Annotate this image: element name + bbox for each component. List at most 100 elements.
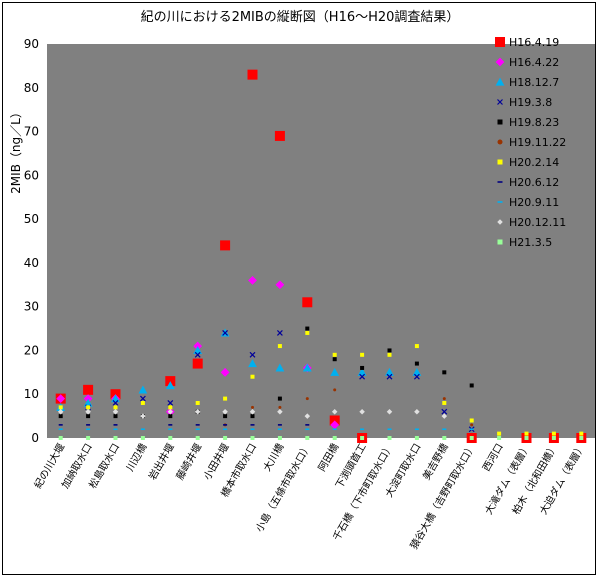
legend-label: H19.3.8: [509, 96, 552, 109]
data-point: [138, 385, 148, 394]
data-point: [195, 424, 200, 426]
data-point: [83, 384, 94, 395]
data-point: [58, 424, 63, 426]
series-10: [58, 436, 584, 440]
data-point: [386, 408, 393, 415]
data-point: [192, 358, 203, 369]
data-point: [387, 352, 392, 357]
data-point: [250, 424, 255, 426]
y-tick-label: 90: [24, 37, 39, 51]
data-point: [442, 397, 446, 401]
data-point: [332, 428, 337, 431]
data-point: [360, 352, 365, 357]
data-point: [359, 373, 366, 380]
data-point: [223, 424, 228, 426]
data-point: [524, 431, 529, 436]
data-point: [140, 428, 145, 431]
data-point: [275, 363, 285, 372]
chart-title: 紀の川における2MIBの縦断図（H16～H20調査結果）: [140, 10, 460, 25]
data-point: [305, 428, 310, 431]
legend-label: H16.4.22: [509, 56, 559, 69]
data-point: [113, 405, 118, 410]
data-point: [86, 414, 91, 419]
x-tick-label: 西河口: [480, 441, 505, 473]
legend-label: H19.8.23: [509, 116, 559, 129]
data-point: [330, 367, 340, 376]
data-point: [112, 408, 119, 415]
data-point: [168, 414, 173, 419]
data-point: [58, 414, 63, 419]
data-point: [86, 436, 91, 440]
data-point: [277, 424, 282, 426]
data-point: [442, 400, 447, 405]
data-marks: [55, 69, 587, 443]
legend-marker: [497, 219, 503, 225]
legend-label: H18.12.7: [509, 76, 559, 89]
data-point: [359, 408, 365, 415]
legend-marker: [497, 139, 503, 145]
data-point: [414, 408, 420, 415]
data-point: [360, 365, 365, 370]
legend-marker: [497, 159, 503, 165]
data-point: [168, 428, 173, 431]
y-tick-label: 20: [24, 343, 39, 357]
data-point: [57, 408, 64, 415]
data-point: [248, 276, 257, 285]
data-point: [113, 428, 118, 431]
data-point: [469, 436, 474, 440]
legend-label: H16.4.19: [509, 36, 559, 49]
x-tick-label: 美吉野橋: [420, 441, 451, 482]
data-point: [248, 359, 257, 368]
legend: H16.4.19 H16.4.22 H18.12.7 H19.3.8 H19.8.23 H…: [495, 36, 566, 249]
data-point: [223, 436, 228, 440]
data-point: [276, 330, 283, 336]
data-point: [220, 240, 231, 251]
legend-marker: [495, 37, 505, 47]
y-tick-label: 80: [24, 81, 39, 95]
y-tick-label: 30: [24, 300, 39, 314]
legend-label: H19.11.22: [509, 136, 566, 149]
data-point: [168, 405, 173, 410]
x-tick-label: 川辺橋: [123, 441, 149, 473]
data-point: [469, 418, 474, 423]
data-point: [223, 414, 228, 419]
data-point: [305, 424, 310, 426]
data-point: [139, 395, 146, 402]
data-point: [302, 363, 312, 372]
data-point: [140, 413, 146, 419]
y-tick-label: 70: [24, 125, 39, 139]
data-point: [360, 436, 365, 440]
legend-label: H20.6.12: [509, 176, 559, 189]
legend-marker: [497, 239, 503, 245]
data-point: [250, 414, 255, 419]
data-point: [497, 431, 502, 436]
data-point: [220, 367, 230, 377]
data-point: [277, 428, 282, 431]
data-point: [333, 388, 337, 392]
data-point: [277, 408, 283, 415]
data-point: [331, 408, 338, 415]
data-point: [551, 431, 556, 436]
data-point: [168, 436, 173, 440]
data-point: [223, 396, 228, 401]
data-point: [387, 436, 392, 440]
data-point: [250, 374, 255, 379]
data-point: [277, 396, 282, 401]
series-8: [58, 428, 474, 431]
legend-label: H20.12.11: [509, 216, 566, 229]
data-point: [330, 420, 340, 430]
data-point: [442, 436, 447, 440]
data-point: [195, 400, 200, 405]
y-tick-label: 60: [24, 168, 39, 182]
data-point: [332, 357, 337, 362]
data-point: [167, 408, 174, 415]
data-point: [58, 436, 63, 440]
data-point: [414, 436, 419, 440]
legend-label: H20.9.11: [509, 196, 559, 209]
data-point: [140, 436, 145, 440]
data-point: [442, 370, 447, 375]
data-point: [249, 408, 256, 415]
legend-label: H20.2.14: [509, 156, 559, 169]
